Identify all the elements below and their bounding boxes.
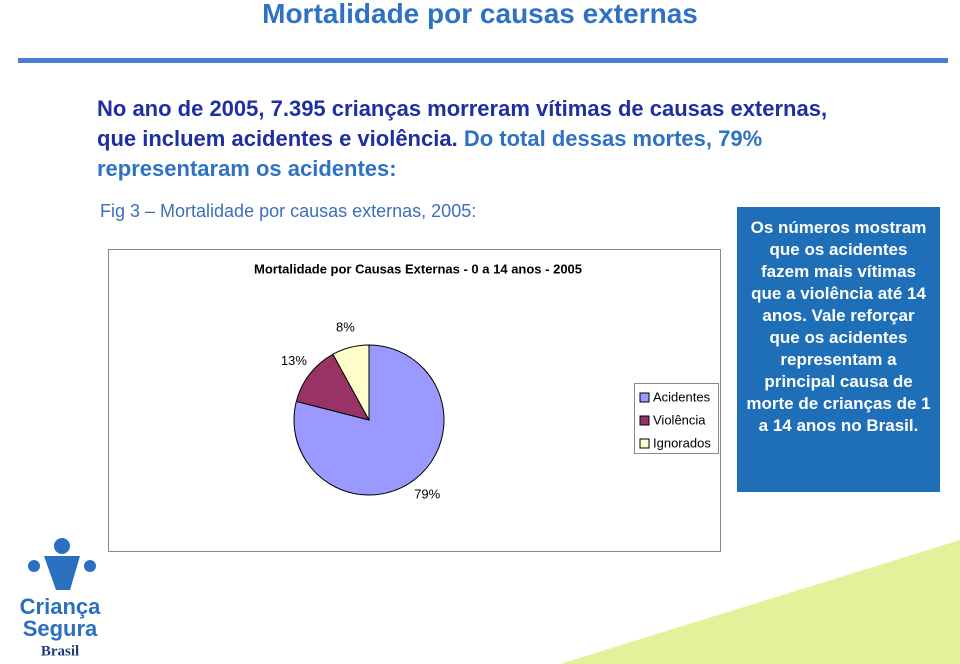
logo-text: Brasil bbox=[41, 643, 79, 659]
chart-title: Mortalidade por Causas Externas - 0 a 14… bbox=[254, 261, 582, 276]
pie-slice bbox=[332, 344, 370, 421]
intro: No ano de 2005, 7.395 crianças morreram … bbox=[97, 94, 837, 184]
title-rule bbox=[18, 58, 948, 63]
data-label: 13% bbox=[281, 353, 307, 368]
chart-frame bbox=[108, 249, 721, 552]
logo: Criança Segura Brasil bbox=[20, 538, 101, 659]
figure-caption: Fig 3 – Mortalidade por causas externas,… bbox=[100, 201, 477, 221]
legend-label: Acidentes bbox=[653, 389, 711, 404]
logo-head bbox=[84, 560, 96, 572]
logo-head bbox=[28, 560, 40, 572]
data-label: 8% bbox=[336, 319, 355, 334]
legend-swatch bbox=[639, 415, 650, 426]
data-label: 79% bbox=[414, 487, 440, 502]
slide-title: Mortalidade por causas externas bbox=[262, 0, 698, 29]
intro-rest: Do total dessas mortes, 79% representara… bbox=[97, 126, 763, 181]
legend-label: Ignorados bbox=[653, 435, 711, 450]
decor-triangle bbox=[560, 540, 960, 664]
intro-highlight: No ano de 2005, 7.395 crianças morreram … bbox=[97, 96, 828, 151]
logo-head bbox=[54, 538, 70, 554]
legend-swatch bbox=[639, 438, 650, 449]
logo-text: Segura bbox=[23, 616, 98, 641]
logo-body bbox=[44, 556, 80, 590]
legend-swatch bbox=[639, 392, 650, 403]
logo-text: Criança bbox=[20, 594, 101, 619]
callout: Os números mostram que os acidentes faze… bbox=[737, 207, 940, 492]
pie-slice bbox=[295, 353, 370, 421]
legend-label: Violência bbox=[653, 412, 706, 427]
